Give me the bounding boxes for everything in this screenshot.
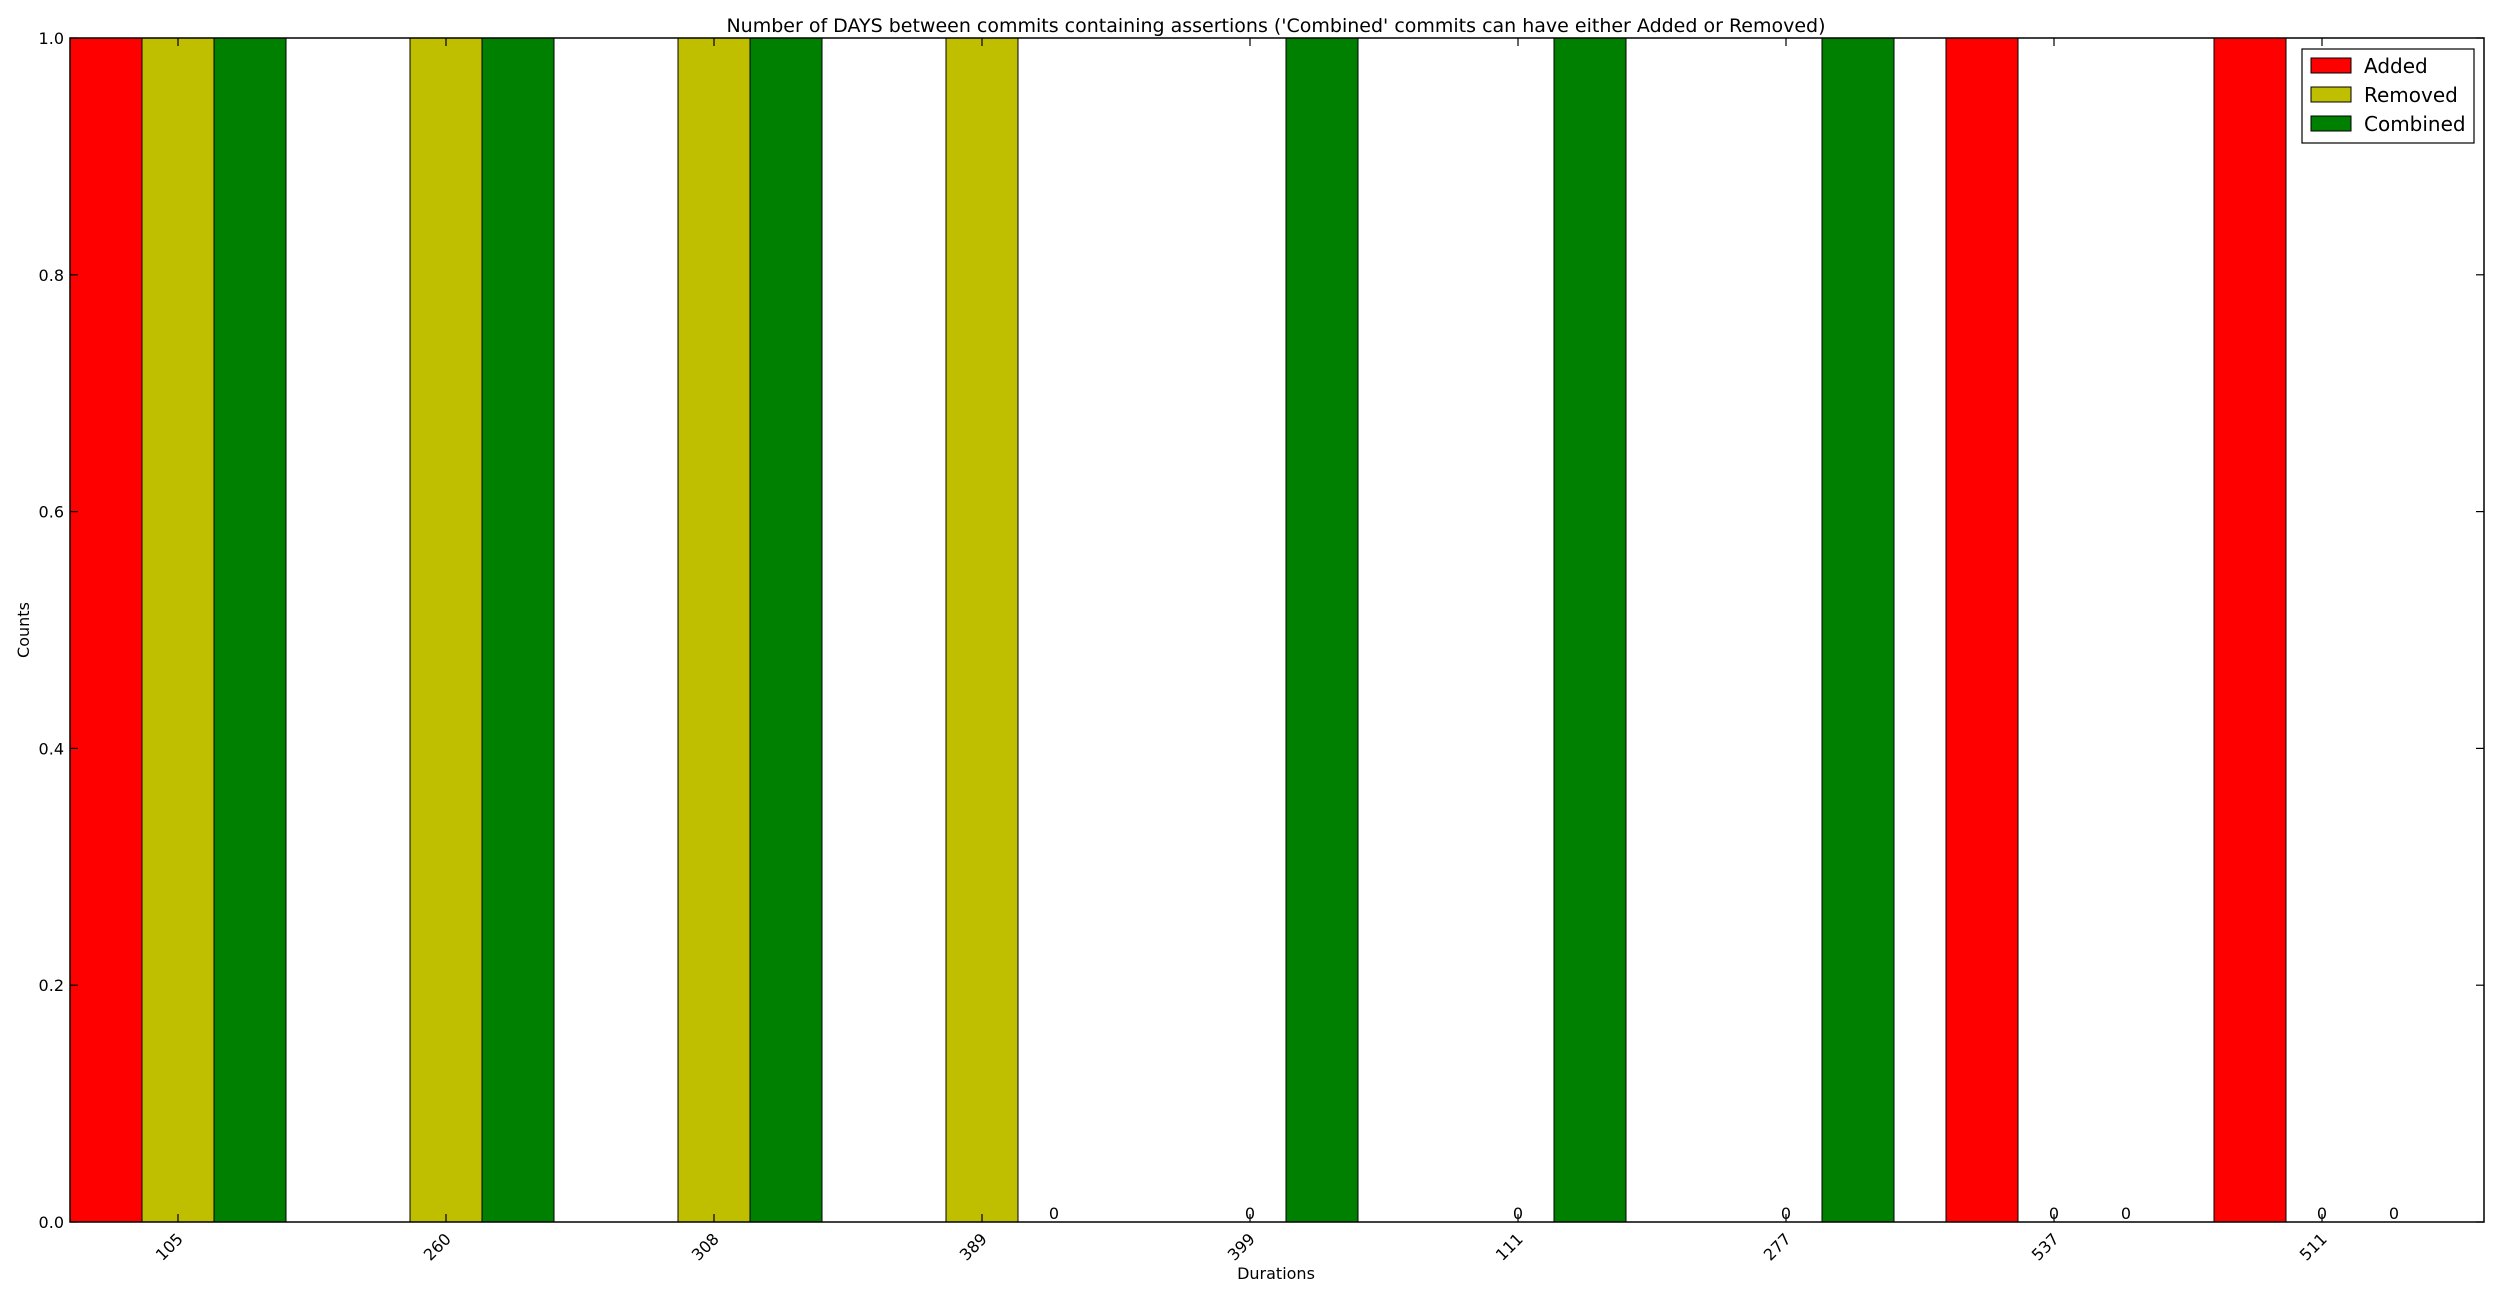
x-tick-label: 399 xyxy=(1224,1229,1259,1264)
bar-combined-308 xyxy=(749,37,823,1223)
x-tick-label: 537 xyxy=(2028,1229,2063,1264)
bar-combined-399 xyxy=(1285,37,1359,1223)
x-axis-label: Durations xyxy=(1237,1264,1315,1283)
y-tick-label: 0.4 xyxy=(39,739,64,758)
y-tick-label: 0.0 xyxy=(39,1213,64,1232)
zero-labels-group: 0 0 0 0 0 0 0 0 xyxy=(1049,1204,2399,1223)
zero-data-label-removed-277: 0 xyxy=(1781,1204,1791,1223)
zero-data-label-combined-389: 0 xyxy=(1049,1204,1059,1223)
x-tick-label: 111 xyxy=(1492,1229,1527,1264)
x-tick-label: 260 xyxy=(420,1229,455,1264)
plot-frame xyxy=(69,37,2485,1223)
bars-group xyxy=(69,37,2287,1223)
chart-title: Number of DAYS between commits containin… xyxy=(726,15,1825,37)
zero-data-label-combined-511: 0 xyxy=(2389,1204,2399,1223)
legend-label-combined: Combined xyxy=(2364,112,2466,136)
y-tick-label: 0.2 xyxy=(39,976,64,995)
legend: Added Removed Combined xyxy=(2301,48,2475,144)
bar-added-537 xyxy=(1945,37,2019,1223)
bar-removed-260 xyxy=(409,37,483,1223)
y-axis: 0.0 0.2 0.4 0.6 0.8 1.0 xyxy=(39,29,2484,1232)
bar-added-511 xyxy=(2213,37,2287,1223)
legend-swatch-added xyxy=(2310,57,2352,74)
legend-label-added: Added xyxy=(2364,54,2428,78)
zero-data-label-removed-537: 0 xyxy=(2049,1204,2059,1223)
zero-data-label-removed-111: 0 xyxy=(1513,1204,1523,1223)
zero-data-label-removed-399: 0 xyxy=(1245,1204,1255,1223)
x-tick-label: 389 xyxy=(956,1229,991,1264)
x-tick-label: 308 xyxy=(688,1229,723,1264)
legend-swatch-removed xyxy=(2310,86,2352,103)
bar-added-105 xyxy=(69,37,143,1223)
bar-combined-105 xyxy=(213,37,287,1223)
bar-removed-105 xyxy=(141,37,215,1223)
bar-combined-111 xyxy=(1553,37,1627,1223)
bar-removed-308 xyxy=(677,37,751,1223)
zero-data-label-removed-511: 0 xyxy=(2317,1204,2327,1223)
y-axis-label: Counts xyxy=(14,602,33,658)
y-tick-label: 0.8 xyxy=(39,266,64,285)
y-tick-label: 0.6 xyxy=(39,503,64,522)
zero-data-label-combined-537: 0 xyxy=(2121,1204,2131,1223)
x-tick-label: 105 xyxy=(152,1229,187,1264)
bar-combined-277 xyxy=(1821,37,1895,1223)
x-tick-label: 277 xyxy=(1760,1229,1795,1264)
bar-combined-260 xyxy=(481,37,555,1223)
bar-removed-389 xyxy=(945,37,1019,1223)
y-tick-label: 1.0 xyxy=(39,29,64,48)
x-tick-label: 511 xyxy=(2296,1229,2331,1264)
legend-label-removed: Removed xyxy=(2364,83,2458,107)
legend-swatch-combined xyxy=(2310,115,2352,132)
